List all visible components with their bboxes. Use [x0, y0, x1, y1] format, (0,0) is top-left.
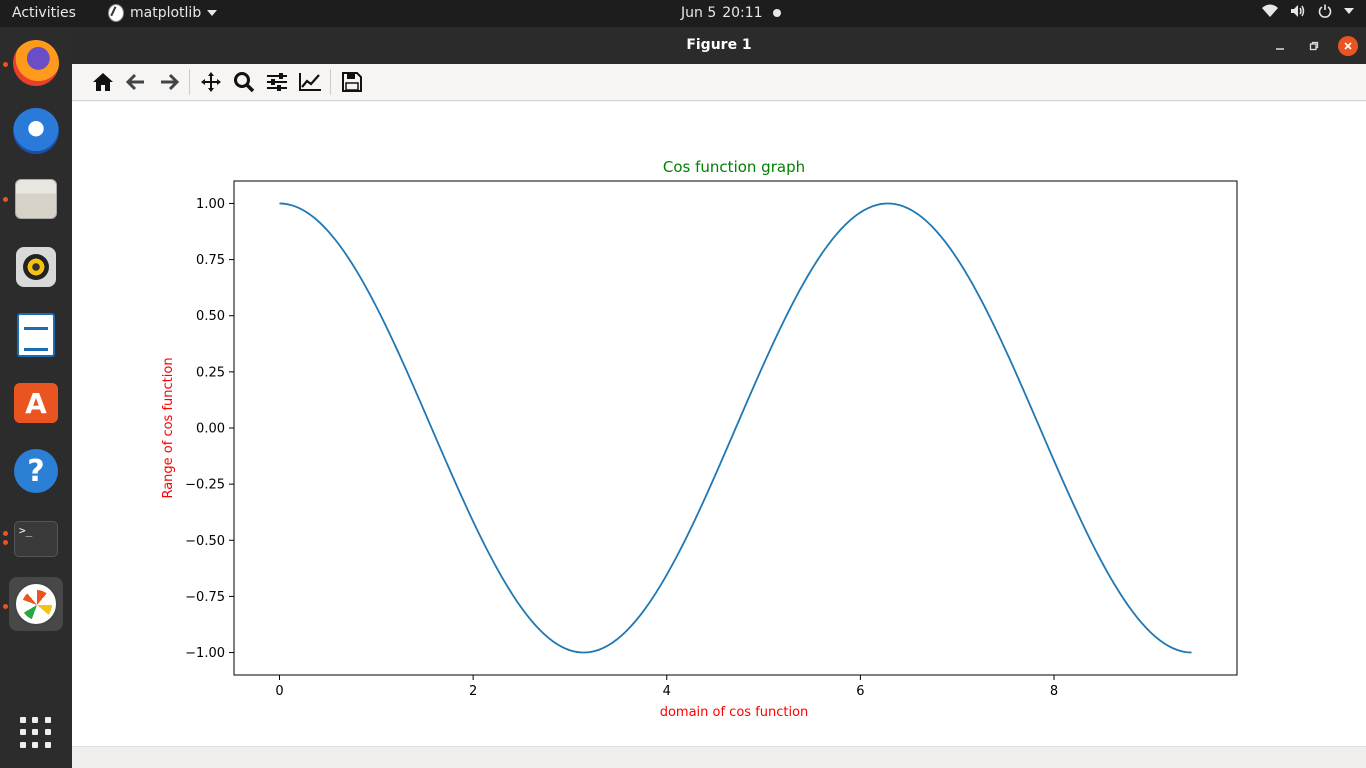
running-indicator	[3, 197, 8, 202]
dock-files[interactable]	[9, 172, 63, 226]
y-tick-label: 0.25	[196, 365, 225, 380]
running-indicator	[3, 604, 8, 609]
running-indicator	[3, 531, 8, 536]
power-icon	[1318, 4, 1332, 18]
y-axis-label: Range of cos function	[161, 357, 176, 498]
arrow-left-icon	[125, 73, 144, 91]
cos-chart[interactable]: Cos function graph domain of cos functio…	[72, 102, 1366, 746]
arrow-right-icon	[160, 73, 179, 91]
x-axis-label: domain of cos function	[660, 705, 809, 720]
floppy-disk-icon	[341, 72, 362, 92]
save-button[interactable]	[335, 67, 368, 97]
y-tick-label: −0.75	[185, 590, 225, 605]
y-tick-label: 0.75	[196, 253, 225, 268]
clock[interactable]: Jun 5 20:11	[681, 5, 781, 21]
chart-title: Cos function graph	[663, 158, 805, 176]
terminal-icon: >_	[14, 521, 58, 557]
minimize-icon	[1276, 48, 1284, 50]
matplotlib-toolbar	[72, 64, 1366, 101]
maximize-button[interactable]	[1304, 36, 1324, 56]
y-tick-label: 0.00	[196, 422, 225, 437]
home-button[interactable]	[86, 67, 119, 97]
chevron-down-icon	[207, 10, 218, 16]
dock-terminal[interactable]: >_	[9, 512, 63, 566]
system-top-bar: Activities matplotlib Jun 5 20:11	[0, 0, 1366, 27]
notification-dot-icon	[772, 9, 781, 17]
activities-button[interactable]: Activities	[12, 5, 76, 21]
dock-rhythmbox[interactable]	[9, 240, 63, 294]
wifi-icon	[1262, 4, 1278, 17]
zoom-button[interactable]	[227, 67, 260, 97]
status-bar	[72, 746, 1366, 768]
help-icon: ?	[14, 449, 58, 493]
close-icon	[1344, 42, 1352, 50]
home-icon	[92, 73, 113, 91]
dock-thunderbird[interactable]	[9, 104, 63, 158]
y-tick-label: 0.50	[196, 309, 225, 324]
y-tick-label: −0.50	[185, 534, 225, 549]
system-menu-chevron-icon	[1344, 8, 1354, 14]
x-tick-label: 6	[856, 684, 864, 699]
y-tick-label: −0.25	[185, 478, 225, 493]
software-center-icon: A	[14, 383, 58, 423]
running-indicator	[3, 62, 8, 67]
running-indicator	[3, 540, 8, 545]
edit-axis-button[interactable]	[293, 67, 326, 97]
matplotlib-app-icon	[108, 4, 124, 22]
dock-firefox[interactable]	[9, 36, 63, 90]
x-tick-label: 0	[275, 684, 283, 699]
minimize-button[interactable]	[1270, 36, 1290, 56]
configure-subplots-button[interactable]	[260, 67, 293, 97]
window-title: Figure 1	[686, 37, 752, 53]
restore-icon	[1309, 41, 1319, 51]
dock-writer[interactable]	[9, 308, 63, 362]
app-menu-label: matplotlib	[130, 5, 202, 21]
line-chart-icon	[298, 73, 321, 91]
figure-window: Figure 1	[72, 27, 1366, 768]
close-button[interactable]	[1338, 36, 1358, 56]
dock-software[interactable]: A	[9, 376, 63, 430]
y-tick-label: 1.00	[196, 197, 225, 212]
sliders-icon	[266, 73, 287, 91]
x-tick-label: 2	[469, 684, 477, 699]
files-icon	[15, 179, 57, 219]
clock-time: 20:11	[722, 5, 763, 21]
y-tick-label: −1.00	[185, 646, 225, 661]
axes-frame	[233, 180, 1238, 676]
clock-date: Jun 5	[681, 5, 717, 21]
app-menu[interactable]: matplotlib	[108, 4, 218, 22]
matplotlib-icon	[14, 582, 58, 626]
dock-help[interactable]: ?	[9, 444, 63, 498]
libreoffice-writer-icon	[17, 313, 55, 357]
dock-matplotlib[interactable]	[9, 577, 63, 631]
move-arrows-icon	[200, 72, 221, 92]
cos-series-line	[279, 202, 1192, 654]
rhythmbox-icon	[16, 247, 56, 287]
magnifier-icon	[233, 72, 254, 93]
back-button[interactable]	[119, 67, 152, 97]
toolbar-separator	[330, 69, 331, 95]
thunderbird-icon	[13, 108, 59, 154]
volume-icon	[1291, 5, 1305, 17]
window-titlebar[interactable]: Figure 1	[72, 27, 1366, 64]
system-tray[interactable]	[1262, 4, 1354, 18]
forward-button[interactable]	[152, 67, 185, 97]
toolbar-separator	[189, 69, 190, 95]
x-tick-label: 8	[1050, 684, 1058, 699]
show-applications-icon[interactable]	[20, 717, 52, 749]
dock: A ? >_	[0, 27, 72, 768]
firefox-icon	[13, 40, 59, 86]
pan-button[interactable]	[194, 67, 227, 97]
x-tick-label: 4	[663, 684, 671, 699]
figure-canvas[interactable]: Cos function graph domain of cos functio…	[72, 102, 1366, 746]
